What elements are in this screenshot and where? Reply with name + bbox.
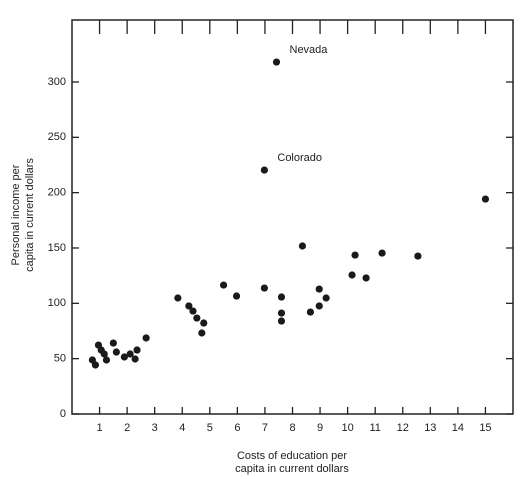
x-tick-label: 10 [342, 422, 354, 434]
y-axis-label: capita in current dollars [24, 158, 36, 272]
point [185, 302, 193, 310]
y-tick-label: 50 [54, 353, 66, 365]
point [315, 302, 323, 310]
point [414, 252, 422, 260]
point [260, 166, 268, 174]
point [100, 350, 108, 358]
point [142, 334, 150, 342]
y-tick-label: 0 [60, 408, 66, 420]
point [189, 307, 197, 315]
x-tick-label: 13 [424, 422, 436, 434]
point [131, 355, 139, 363]
y-tick-label: 300 [48, 76, 66, 88]
y-axis-label: Personal income per [10, 164, 22, 265]
x-tick-label: 7 [262, 422, 268, 434]
point [322, 294, 330, 302]
x-tick-label: 11 [369, 422, 380, 434]
point [351, 251, 359, 259]
point-label: Nevada [290, 44, 329, 56]
x-tick-label: 8 [289, 422, 295, 434]
y-tick-label: 250 [48, 131, 66, 143]
point [315, 285, 323, 293]
x-tick-label: 3 [152, 422, 158, 434]
point [277, 309, 286, 317]
x-tick-label: 1 [97, 422, 103, 434]
y-tick-label: 100 [48, 297, 66, 309]
point [219, 281, 228, 289]
x-tick-label: 15 [479, 422, 491, 434]
point [102, 356, 111, 364]
x-tick-label: 9 [317, 422, 323, 434]
point [126, 350, 134, 358]
x-tick-label: 6 [234, 422, 240, 434]
point [120, 353, 128, 361]
point [298, 242, 307, 250]
x-axis-label: capita in current dollars [235, 463, 349, 475]
x-tick-label: 4 [179, 422, 185, 434]
point [109, 339, 117, 347]
x-tick-label: 12 [397, 422, 409, 434]
point [277, 293, 286, 301]
point [481, 195, 490, 203]
point [193, 314, 201, 322]
point [200, 319, 208, 327]
point [232, 292, 241, 300]
point [112, 348, 120, 356]
x-tick-label: 2 [124, 422, 130, 434]
point [260, 284, 268, 292]
point-label: Colorado [277, 152, 322, 164]
y-tick-label: 200 [48, 187, 66, 199]
point [277, 317, 286, 325]
x-tick-label: 5 [207, 422, 213, 434]
y-tick-label: 150 [48, 242, 66, 254]
point [378, 249, 386, 257]
point [348, 271, 356, 279]
plot-frame [71, 19, 514, 415]
x-axis-label: Costs of education per [237, 450, 347, 462]
point [306, 308, 315, 316]
x-tick-label: 14 [452, 422, 464, 434]
point [91, 361, 100, 369]
point [174, 294, 182, 302]
point [133, 346, 141, 354]
point [272, 58, 281, 66]
point [198, 329, 206, 337]
point [362, 274, 370, 282]
